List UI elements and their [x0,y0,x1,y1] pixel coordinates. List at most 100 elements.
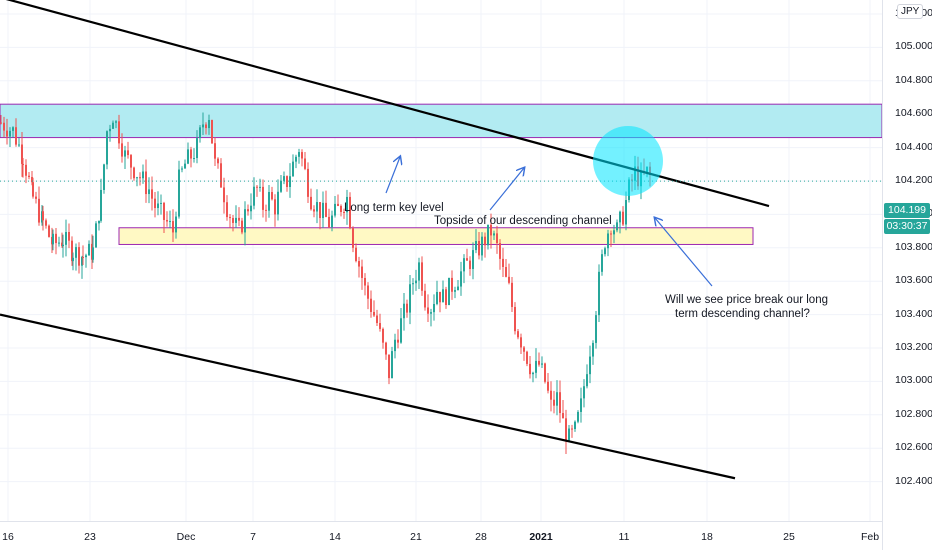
candle-body [220,163,222,188]
candle-body [229,217,231,219]
candle-body [580,398,582,412]
candle-body [187,149,189,164]
candle-body [370,298,372,312]
candle-body [307,168,309,197]
candle-body [334,203,336,216]
annotation-arrow [655,218,713,287]
candle-body [127,150,129,156]
candle-body [78,247,80,266]
candle-body [205,124,207,129]
candle-body [172,221,174,233]
candle-body [592,342,594,357]
candle-body [244,209,246,233]
y-tick-label: 104.400 [895,140,932,153]
candle-body [421,262,423,291]
candle-body [340,205,342,213]
candle-body [565,418,567,441]
candle-body [463,258,465,272]
candle-body [625,200,627,225]
y-tick-label: 103.800 [895,240,932,253]
candle-body [130,155,132,168]
candle-body [52,233,54,245]
candle-body [295,156,297,162]
candle-body [214,143,216,159]
candle-body [38,198,40,223]
candle-body [532,372,534,375]
annotation-question: Will we see price break our long term de… [665,293,828,321]
y-tick-label: 104.800 [895,73,932,86]
candle-body [448,277,450,305]
candle-body [262,186,264,210]
channel-lower-line [0,313,736,480]
candle-body [95,223,97,248]
candle-body [106,131,108,165]
candle-body [124,150,126,157]
candle-body [364,277,366,286]
candle-body [523,347,525,352]
candle-body [28,175,30,177]
candle-body [85,255,87,258]
chart-plot-area[interactable]: Long term key level Topside of our desce… [0,0,882,521]
candle-body [325,202,327,217]
x-tick-label: 11 [618,531,630,543]
candle-body [484,236,486,246]
candle-body [457,286,459,291]
candle-body [118,121,120,144]
candle-body [18,144,20,146]
candle-body [355,247,357,262]
candle-body [607,233,609,249]
candle-body [511,282,513,307]
annotation-arrow [385,157,400,194]
y-tick-label: 105.000 [895,40,932,53]
candle-body [481,236,483,256]
candle-body [109,128,111,132]
current-price-badge: 104.199 [884,203,930,218]
candle-body [529,363,531,375]
candle-body [541,363,543,365]
price-axis[interactable]: 102.400 102.600 102.800 103.000 103.200 103.4… [882,0,932,550]
candle-body [190,149,192,159]
candle-body [436,291,438,304]
candle-body [61,242,63,247]
candle-body [577,411,579,422]
x-tick-label: 18 [701,531,713,543]
candle-body [526,351,528,364]
candle-body [598,271,600,316]
candle-body [289,176,291,187]
candle-body [298,152,300,157]
y-tick-label: 104.200 [895,174,932,186]
candle-body [3,122,5,131]
currency-label[interactable]: JPY [897,4,924,19]
candle-body [88,243,90,256]
y-tick-label: 104.600 [895,107,932,120]
candle-body [241,220,243,233]
candle-body [304,158,306,169]
x-tick-label: 28 [475,531,487,543]
annotation-question-line2: term descending channel? [675,308,810,320]
candle-body [226,202,228,218]
candle-body [115,121,117,123]
candle-body [301,152,303,159]
candle-body [616,222,618,231]
candle-body [82,257,84,259]
candle-body [373,311,375,316]
candle-body [163,202,165,220]
candle-body [478,241,480,256]
candle-body [157,203,159,209]
candle-body [574,421,576,429]
candle-body [154,198,156,209]
y-tick-label: 103.000 [895,374,932,387]
candle-body [514,306,516,332]
candle-body [499,243,501,259]
candle-body [358,261,360,267]
candle-body [328,216,330,228]
candle-body [42,211,44,221]
candle-body [367,285,369,299]
candle-body [256,186,258,188]
y-tick-label: 102.600 [895,441,932,454]
candle-body [268,192,270,211]
candle-body [265,209,267,211]
candle-body [71,240,73,262]
candle-body [433,303,435,313]
time-axis[interactable]: 16 23 Dec 7 14 21 28 2021 11 18 25 Feb [0,521,882,551]
